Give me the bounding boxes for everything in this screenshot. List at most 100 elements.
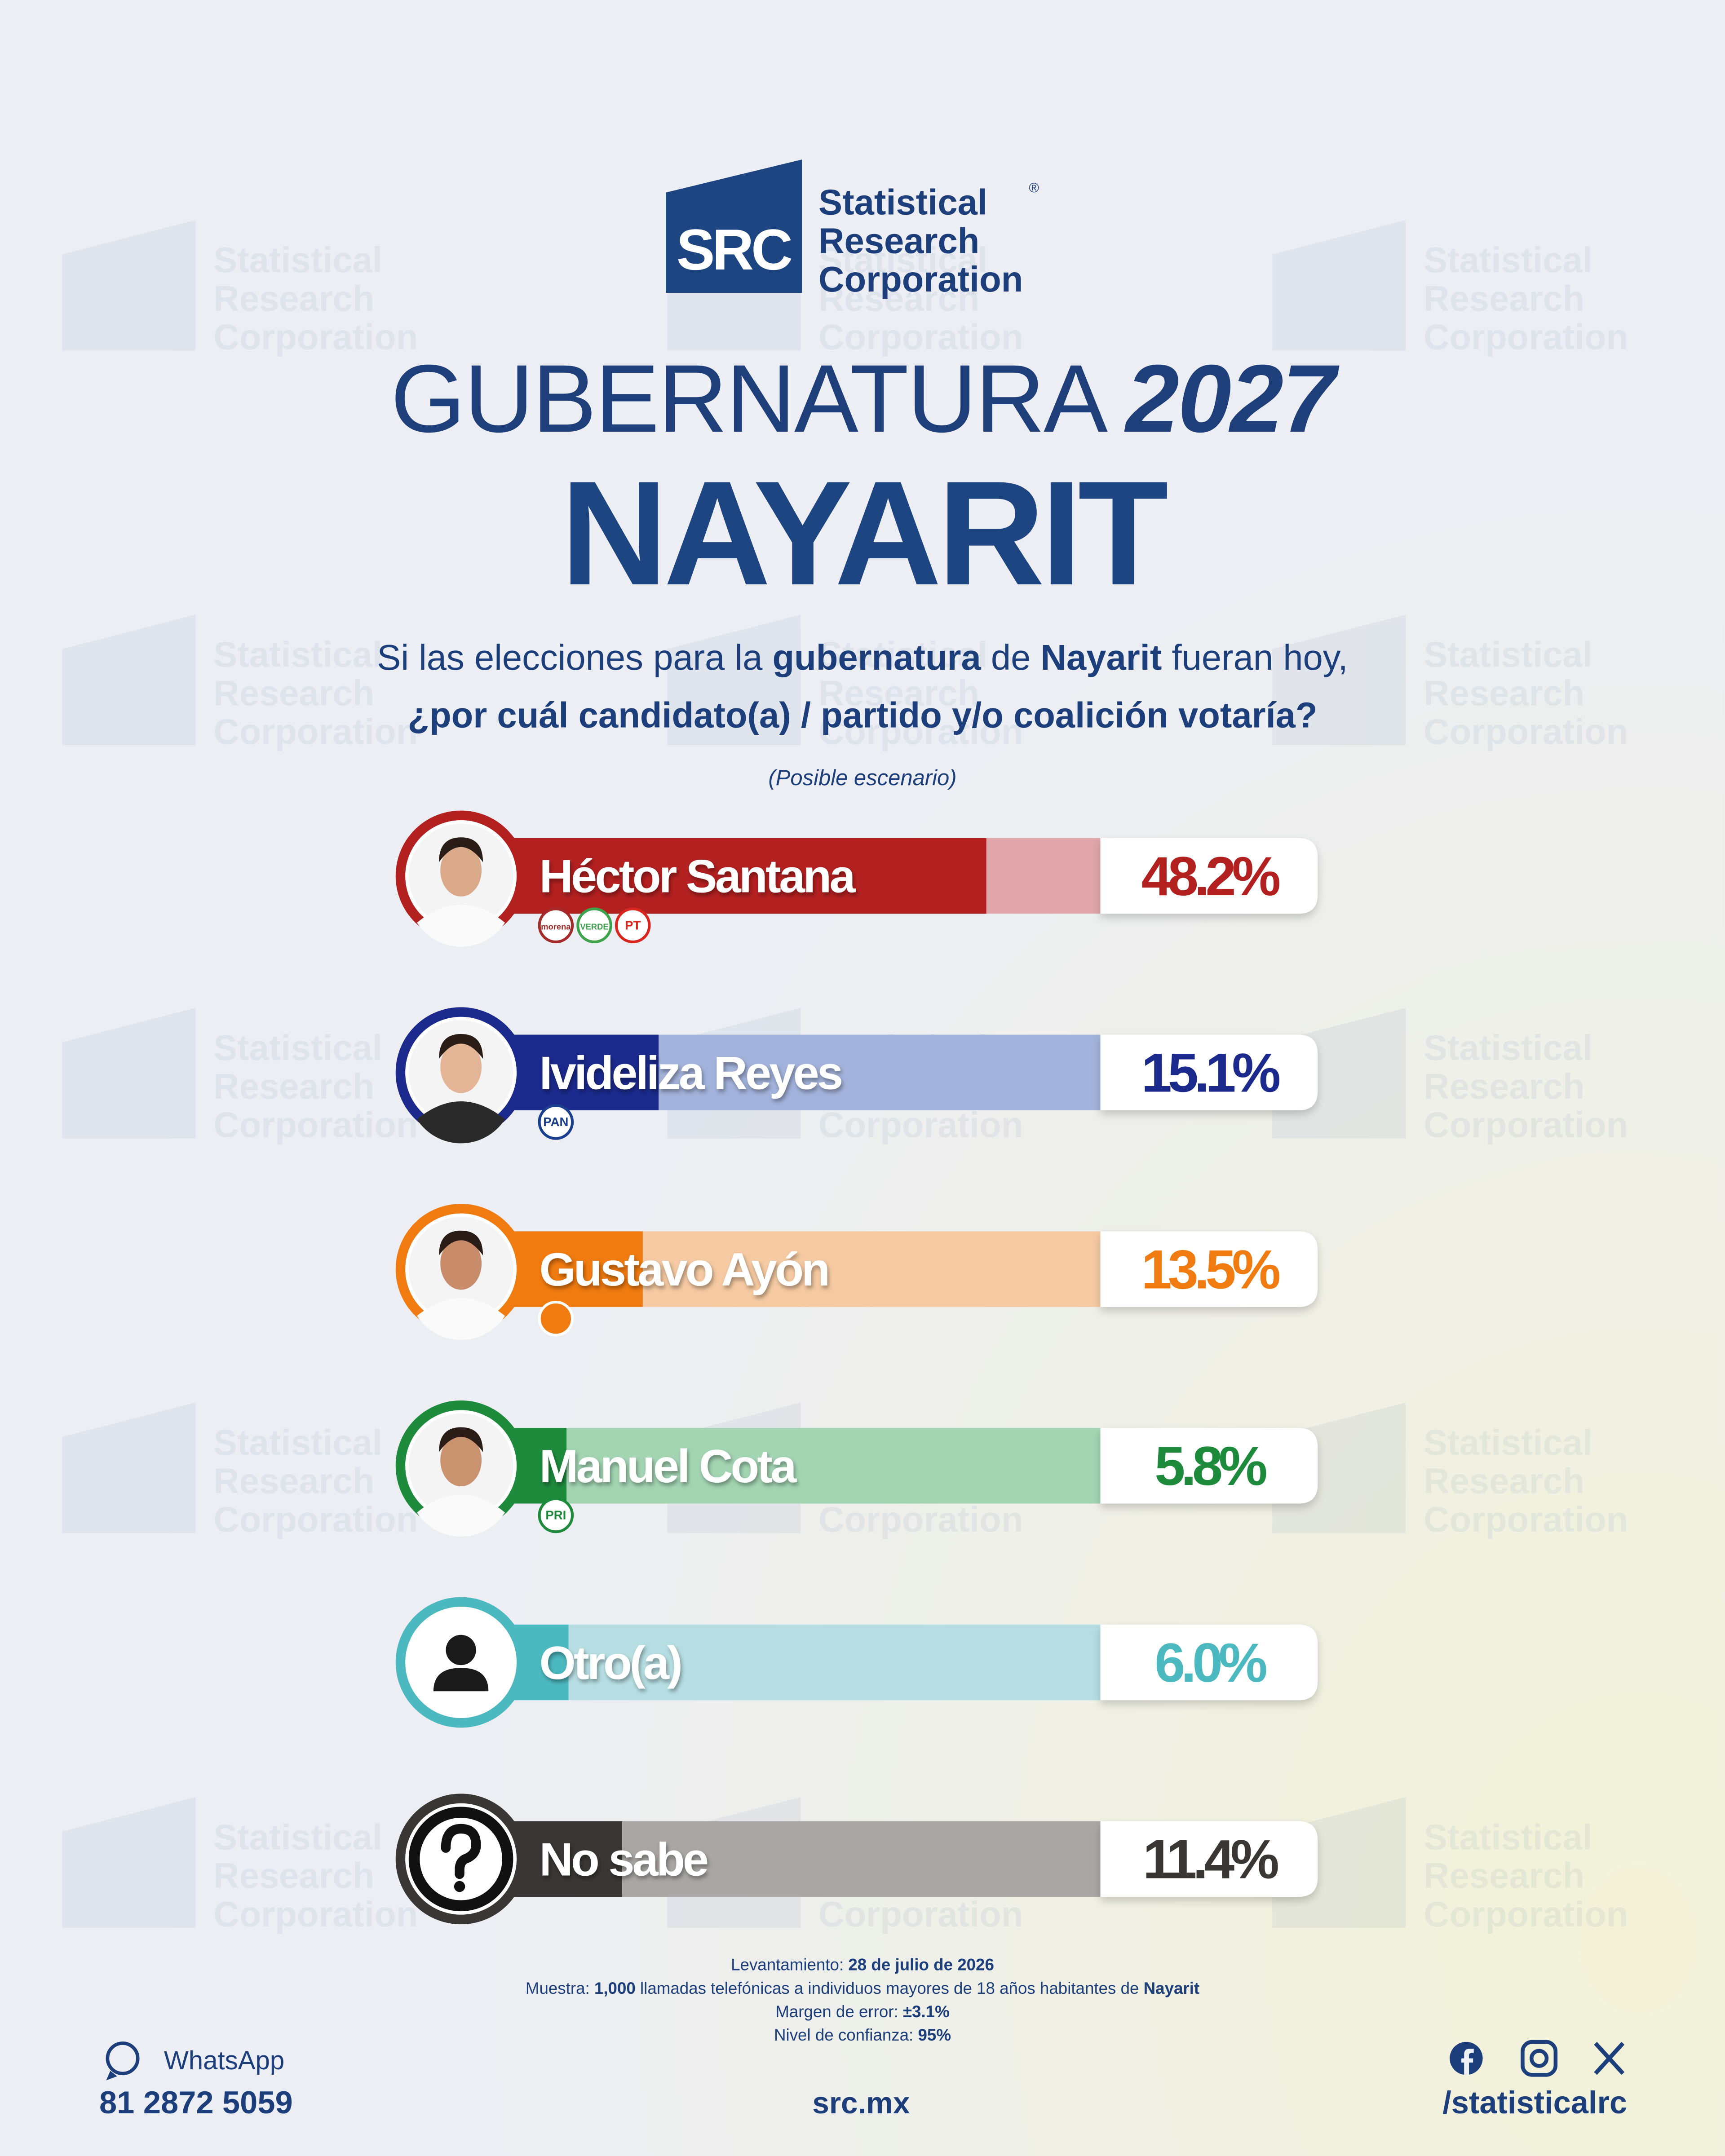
title: GUBERNATURA 2027 — [391, 345, 1340, 452]
watermark-text: Research — [213, 1066, 374, 1106]
logo-mark — [666, 159, 802, 293]
title-year: 2027 — [1124, 345, 1340, 452]
avatar-body — [417, 1101, 505, 1144]
phone: 81 2872 5059 — [99, 2085, 293, 2120]
title-word: GUBERNATURA — [391, 345, 1108, 452]
x-icon[interactable] — [1594, 2041, 1625, 2075]
instagram-icon[interactable] — [1521, 2040, 1558, 2077]
party-badge — [576, 907, 612, 943]
candidate-name: Ivideliza Reyes — [540, 1047, 841, 1099]
note-value: ±3.1% — [903, 2002, 950, 2021]
avatar-head — [446, 1635, 476, 1666]
bar-chart: 48.2% Héctor Santana morena VERDE PT 15.1% Ivi… — [395, 810, 1318, 1925]
note-value: 1,000 — [594, 1979, 636, 1997]
facebook-glyph — [1461, 2049, 1474, 2075]
avatar-body — [417, 905, 505, 947]
watermark-text: Statistical — [818, 635, 987, 675]
party-badge — [538, 1497, 574, 1533]
watermark-text: Statistical — [213, 1817, 382, 1857]
watermark-text: Statistical — [213, 635, 382, 675]
candidate-name: Héctor Santana — [540, 851, 856, 903]
value-label: 5.8% — [1154, 1435, 1266, 1497]
value-box — [1100, 1034, 1318, 1110]
question-bold: gubernatura — [773, 637, 982, 677]
note-line: Nivel de confianza: 95% — [774, 2026, 951, 2044]
watermark-text: Statistical — [1424, 1423, 1592, 1462]
question-part: Si las elecciones para la — [377, 637, 772, 677]
watermark-text: Research — [1424, 1856, 1584, 1895]
watermark-text: Corporation — [818, 317, 1023, 357]
watermark-text: Statistical — [1424, 240, 1592, 280]
watermark-text: Corporation — [818, 1499, 1023, 1539]
whatsapp-icon-tail — [106, 2071, 117, 2081]
watermark-text: Statistical — [213, 240, 382, 280]
question-part: fueran hoy, — [1162, 637, 1348, 677]
party-label: morena — [541, 922, 571, 931]
note-label: Levantamiento: — [731, 1956, 848, 1974]
avatar-hair — [439, 1230, 483, 1255]
watermark-text: Corporation — [213, 1499, 418, 1539]
value-label: 48.2% — [1141, 845, 1280, 907]
question-dot — [454, 1881, 465, 1892]
note-value: 95% — [918, 2026, 951, 2044]
logo-registered: ® — [1029, 181, 1039, 196]
watermark-text: Research — [213, 1856, 374, 1895]
methodology: Levantamiento: 28 de julio de 2026 Muest… — [526, 1956, 1199, 2044]
watermark-text: Research — [1424, 1461, 1584, 1501]
watermark-mark — [1272, 614, 1406, 746]
watermark-text: Statistical — [213, 1423, 382, 1462]
watermark-text: Research — [213, 673, 374, 713]
logo-line: Research — [818, 221, 979, 261]
watermark-text: Research — [818, 278, 979, 318]
note-line: Margen de error: ±3.1% — [775, 2002, 950, 2021]
party-badge — [615, 907, 651, 943]
note-line: Levantamiento: 28 de julio de 2026 — [731, 1956, 994, 1974]
watermark-text: Corporation — [1424, 1499, 1628, 1539]
watermark-text: Corporation — [818, 711, 1023, 751]
note-value: Nayarit — [1144, 1979, 1200, 1997]
watermark-mark — [667, 614, 801, 746]
logo-line: Statistical — [818, 182, 987, 222]
avatar-body — [433, 1668, 489, 1692]
value-label: 13.5% — [1141, 1238, 1280, 1300]
whatsapp-icon — [106, 2041, 140, 2076]
note-label: llamadas telefónicas a individuos mayore… — [636, 1979, 1144, 1997]
instagram-lens — [1530, 2049, 1549, 2068]
question-part: de — [981, 637, 1041, 677]
note-label: Muestra: — [526, 1979, 594, 1997]
watermark-mark — [1272, 220, 1406, 351]
watermark-mark — [62, 1402, 196, 1533]
social-handle[interactable]: /statisticalrc — [1442, 2085, 1627, 2120]
watermark-text: Research — [1424, 1066, 1584, 1106]
value-label: 6.0% — [1154, 1632, 1266, 1693]
logo-line: Corporation — [818, 259, 1023, 299]
watermark-text: Corporation — [213, 711, 418, 751]
watermark-text: Corporation — [818, 1105, 1023, 1145]
avatar-face — [440, 1434, 482, 1487]
watermark-text: Statistical — [213, 1028, 382, 1068]
bar-track — [468, 1624, 1101, 1701]
note-line: Muestra: 1,000 llamadas telefónicas a in… — [526, 1979, 1199, 1997]
candidate-name: Manuel Cota — [540, 1440, 797, 1493]
website[interactable]: src.mx — [812, 2086, 910, 2120]
avatar-hair — [439, 837, 483, 862]
question-note: (Posible escenario) — [768, 766, 956, 790]
bar-track — [468, 1428, 1101, 1504]
note-label: Margen de error: — [775, 2002, 903, 2021]
avatar-hair — [439, 1427, 483, 1452]
watermark-text: Statistical — [1424, 1817, 1592, 1857]
candidate-name: Gustavo Ayón — [540, 1244, 828, 1296]
whatsapp[interactable]: WhatsApp 81 2872 5059 — [99, 2041, 293, 2120]
question-bold: Nayarit — [1041, 637, 1162, 677]
watermark-mark — [62, 1797, 196, 1928]
avatar-hair — [439, 1034, 483, 1059]
value-box — [1100, 1624, 1318, 1701]
watermark-text: Corporation — [1424, 711, 1628, 751]
watermark-text: Statistical — [1424, 1028, 1592, 1068]
note-label: Nivel de confianza: — [774, 2026, 918, 2044]
party-badge — [538, 1300, 574, 1337]
watermark-text: Research — [1424, 673, 1584, 713]
watermark-text: Statistical — [1424, 635, 1592, 675]
value-box — [1100, 838, 1318, 914]
